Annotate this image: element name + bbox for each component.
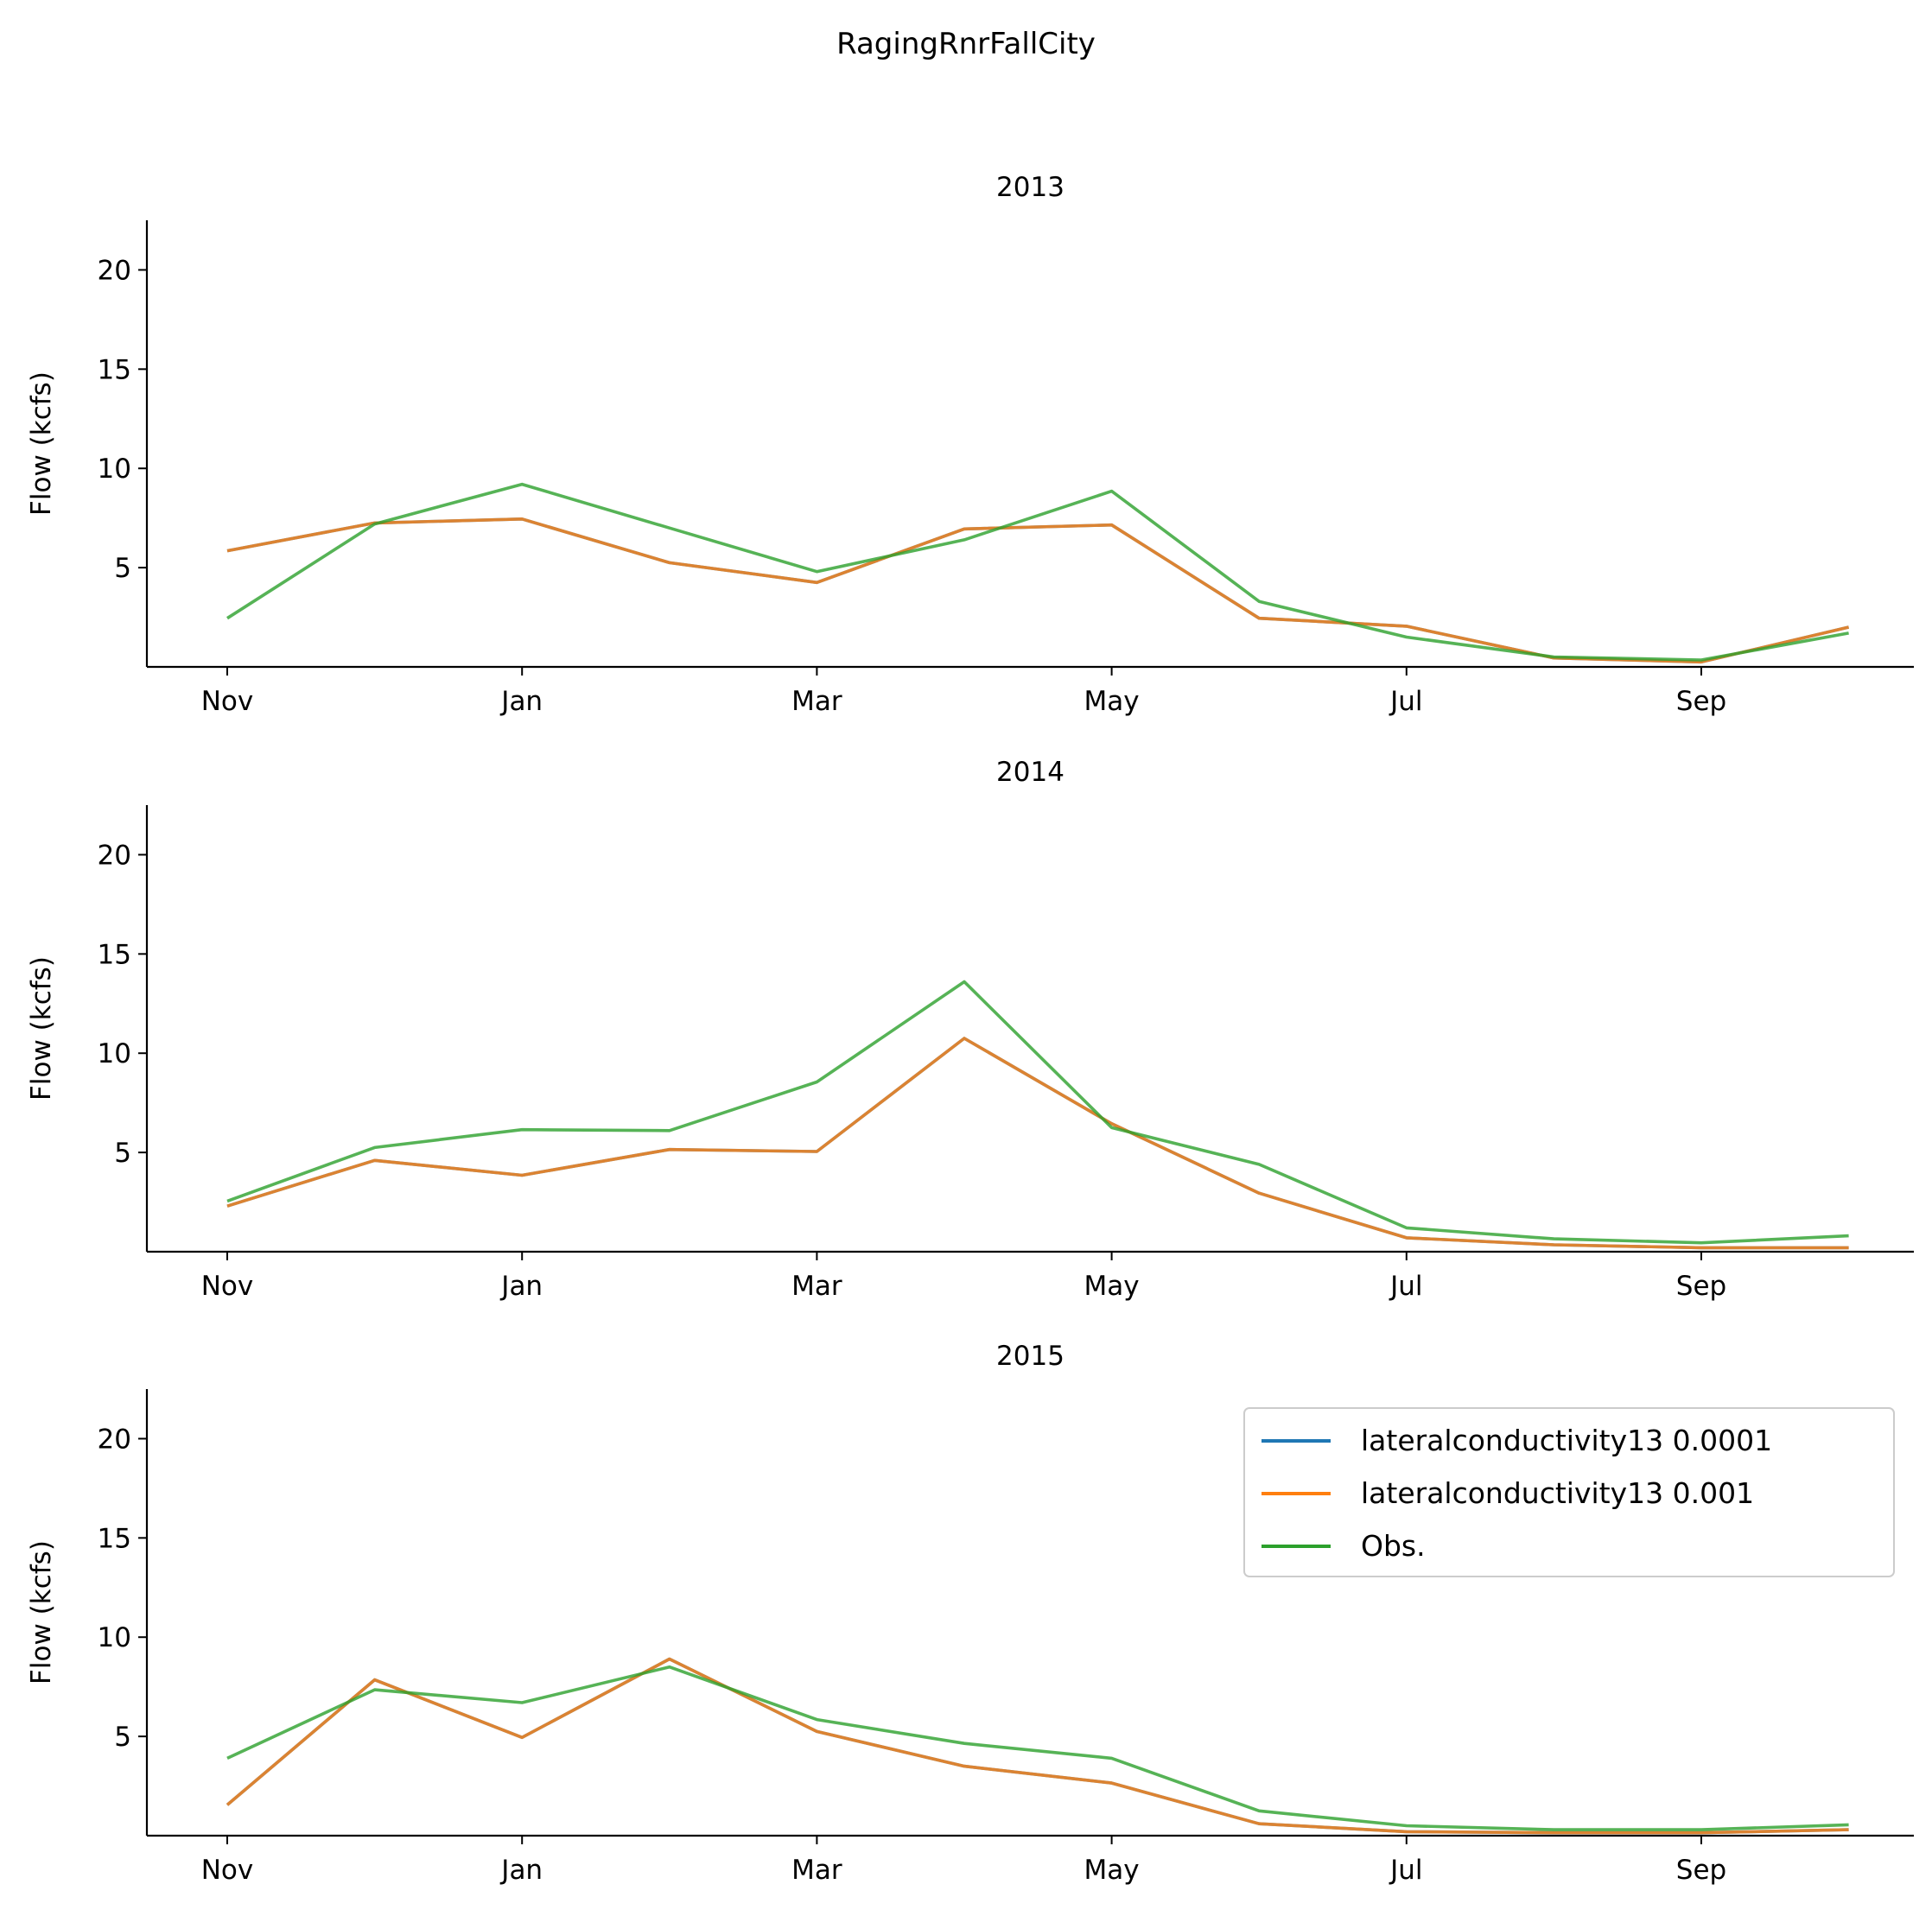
y-tick-label: 5 bbox=[114, 1138, 131, 1169]
x-tick-label: Mar bbox=[791, 686, 842, 717]
subplot-title: 2015 bbox=[996, 1341, 1065, 1372]
y-tick-label: 5 bbox=[114, 1722, 131, 1753]
y-tick-label: 15 bbox=[98, 1523, 131, 1554]
series-line-3 bbox=[226, 980, 1849, 1245]
x-tick-label: Jul bbox=[1389, 686, 1422, 717]
x-tick-label: May bbox=[1084, 1855, 1140, 1886]
x-tick-label: Sep bbox=[1676, 1855, 1726, 1886]
figure-title: RagingRnrFallCity bbox=[836, 27, 1096, 61]
series-line-2 bbox=[226, 1657, 1849, 1835]
series-line-3 bbox=[226, 1665, 1849, 1831]
x-tick-label: Nov bbox=[201, 1855, 254, 1886]
legend: lateralconductivity13 0.0001 lateralcondu… bbox=[1243, 1407, 1895, 1577]
y-tick-label: 15 bbox=[98, 354, 131, 385]
y-tick-label: 5 bbox=[114, 553, 131, 584]
x-tick-label: Jan bbox=[499, 686, 543, 717]
legend-entry-label: Obs. bbox=[1361, 1529, 1426, 1563]
x-tick-label: May bbox=[1084, 686, 1140, 717]
x-tick-label: Sep bbox=[1676, 1271, 1726, 1302]
series-line-2 bbox=[226, 1037, 1849, 1250]
x-tick-label: Jan bbox=[499, 1271, 543, 1302]
y-axis-label: Flow (kcfs) bbox=[26, 371, 57, 516]
x-tick-label: Jul bbox=[1389, 1271, 1422, 1302]
y-axis-label: Flow (kcfs) bbox=[26, 1540, 57, 1684]
y-tick-label: 10 bbox=[98, 1038, 131, 1069]
subplot-2: 2014 Flow (kcfs) 5 10 15 20 Nov Jan Mar May Jul Sep bbox=[26, 757, 1914, 1302]
x-tick-label: Jan bbox=[499, 1855, 543, 1886]
series-line-3 bbox=[226, 482, 1849, 662]
x-tick-label: Mar bbox=[791, 1855, 842, 1886]
y-axis-label: Flow (kcfs) bbox=[26, 956, 57, 1101]
subplot-panels: 2013 Flow (kcfs) 5 10 15 20 Nov Jan Mar May Jul Sep… bbox=[26, 172, 1914, 1886]
x-tick-label: May bbox=[1084, 1271, 1140, 1302]
subplot-title: 2013 bbox=[996, 172, 1065, 203]
legend-box bbox=[1243, 1407, 1895, 1577]
legend-entry-label: lateralconductivity13 0.001 bbox=[1361, 1476, 1754, 1510]
subplot-1: 2013 Flow (kcfs) 5 10 15 20 Nov Jan Mar May Jul Sep bbox=[26, 172, 1914, 717]
x-tick-label: Mar bbox=[791, 1271, 842, 1302]
subplot-title: 2014 bbox=[996, 757, 1065, 788]
y-tick-label: 20 bbox=[98, 1424, 131, 1455]
x-tick-label: Jul bbox=[1389, 1855, 1422, 1886]
x-tick-label: Nov bbox=[201, 686, 254, 717]
y-tick-label: 10 bbox=[98, 1622, 131, 1653]
y-tick-label: 20 bbox=[98, 840, 131, 871]
y-tick-label: 10 bbox=[98, 454, 131, 485]
subplot-3: 2015 Flow (kcfs) 5 10 15 20 Nov Jan Mar May Jul Sep… bbox=[26, 1341, 1914, 1886]
y-tick-label: 20 bbox=[98, 255, 131, 286]
y-tick-label: 15 bbox=[98, 939, 131, 970]
legend-entry-label: lateralconductivity13 0.0001 bbox=[1361, 1424, 1772, 1457]
x-tick-label: Nov bbox=[201, 1271, 254, 1302]
x-tick-label: Sep bbox=[1676, 686, 1726, 717]
